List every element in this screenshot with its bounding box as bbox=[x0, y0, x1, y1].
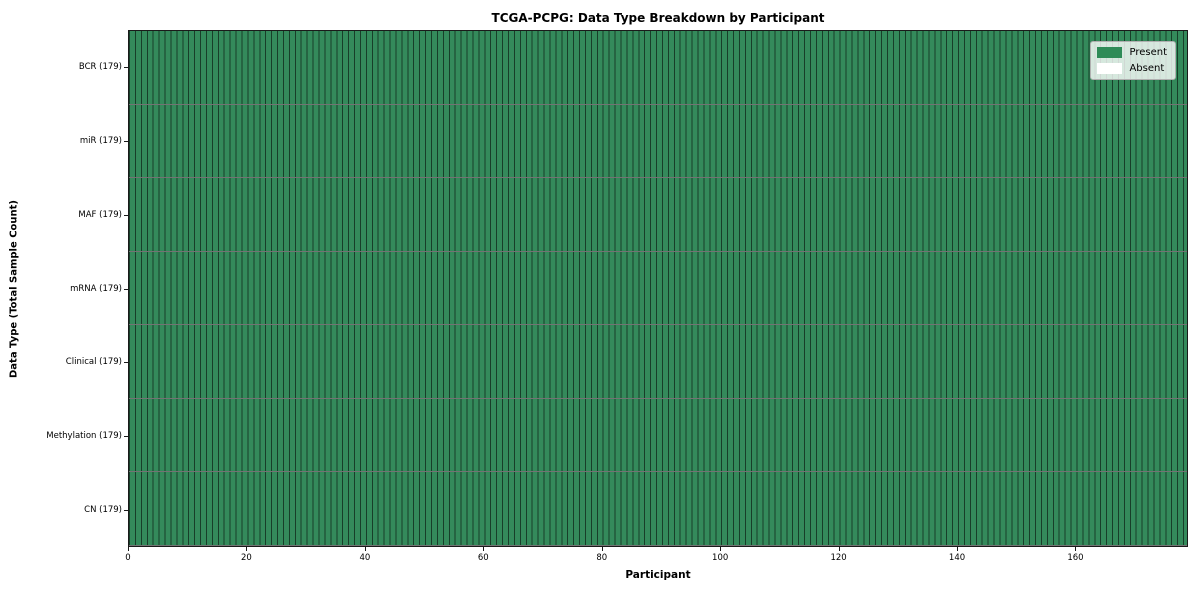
legend-swatch-present bbox=[1097, 47, 1123, 58]
present-cells bbox=[129, 178, 1187, 251]
y-tick-mark bbox=[124, 140, 128, 142]
chart-title: TCGA-PCPG: Data Type Breakdown by Partic… bbox=[491, 11, 825, 25]
legend-item-present: Present bbox=[1097, 47, 1167, 58]
x-tick-mark bbox=[246, 547, 248, 551]
x-tick-label: 80 bbox=[596, 553, 608, 563]
y-tick-label: MAF (179) bbox=[78, 209, 122, 220]
plot-area: Present Absent bbox=[128, 30, 1188, 547]
y-tick-label: mRNA (179) bbox=[70, 283, 122, 294]
x-tick-label: 0 bbox=[125, 553, 131, 563]
x-tick-label: 160 bbox=[1067, 553, 1084, 563]
y-tick-mark bbox=[124, 214, 128, 216]
heatmap-row-mir bbox=[129, 104, 1187, 179]
present-cells bbox=[129, 398, 1187, 472]
present-cells bbox=[129, 104, 1187, 178]
present-cells bbox=[129, 251, 1187, 325]
x-tick-mark bbox=[601, 547, 603, 551]
x-tick-mark bbox=[720, 547, 722, 551]
present-cells bbox=[129, 325, 1187, 398]
present-cells bbox=[129, 31, 1187, 104]
x-tick-mark bbox=[483, 547, 485, 551]
x-axis-label: Participant bbox=[625, 569, 691, 581]
legend: Present Absent bbox=[1090, 41, 1176, 80]
x-tick-label: 140 bbox=[948, 553, 966, 563]
y-tick-mark bbox=[124, 510, 128, 512]
legend-label: Present bbox=[1129, 47, 1167, 58]
heatmap-row-clinical bbox=[129, 325, 1187, 399]
x-tick-label: 40 bbox=[359, 553, 371, 563]
y-tick-mark bbox=[124, 436, 128, 438]
y-tick-mark bbox=[124, 288, 128, 290]
y-tick-label: BCR (179) bbox=[78, 61, 122, 72]
y-tick-label: Methylation (179) bbox=[46, 431, 122, 442]
x-tick-label: 120 bbox=[830, 553, 847, 563]
x-tick-mark bbox=[957, 547, 959, 551]
x-tick-label: 20 bbox=[241, 553, 252, 563]
heatmap-row-methylation bbox=[129, 398, 1187, 473]
x-tick-label: 100 bbox=[712, 553, 729, 563]
legend-label: Absent bbox=[1129, 63, 1165, 74]
heatmap-row-cn bbox=[129, 472, 1187, 547]
heatmap-row-maf bbox=[129, 178, 1187, 252]
heatmap-row-mrna bbox=[129, 251, 1187, 326]
x-tick-label: 60 bbox=[477, 553, 489, 563]
present-cells bbox=[129, 472, 1187, 546]
x-tick-mark bbox=[128, 547, 129, 551]
legend-item-absent: Absent bbox=[1097, 63, 1167, 74]
legend-swatch-absent bbox=[1097, 63, 1123, 74]
heatmap-row-bcr bbox=[129, 31, 1187, 105]
y-tick-label: CN (179) bbox=[84, 505, 122, 516]
y-tick-label: Clinical (179) bbox=[65, 357, 122, 368]
x-tick-mark bbox=[838, 547, 840, 551]
x-tick-mark bbox=[364, 547, 366, 551]
y-tick-mark bbox=[124, 362, 128, 364]
y-tick-mark bbox=[124, 66, 128, 68]
y-tick-label: miR (179) bbox=[79, 135, 122, 146]
x-tick-mark bbox=[1075, 547, 1077, 551]
